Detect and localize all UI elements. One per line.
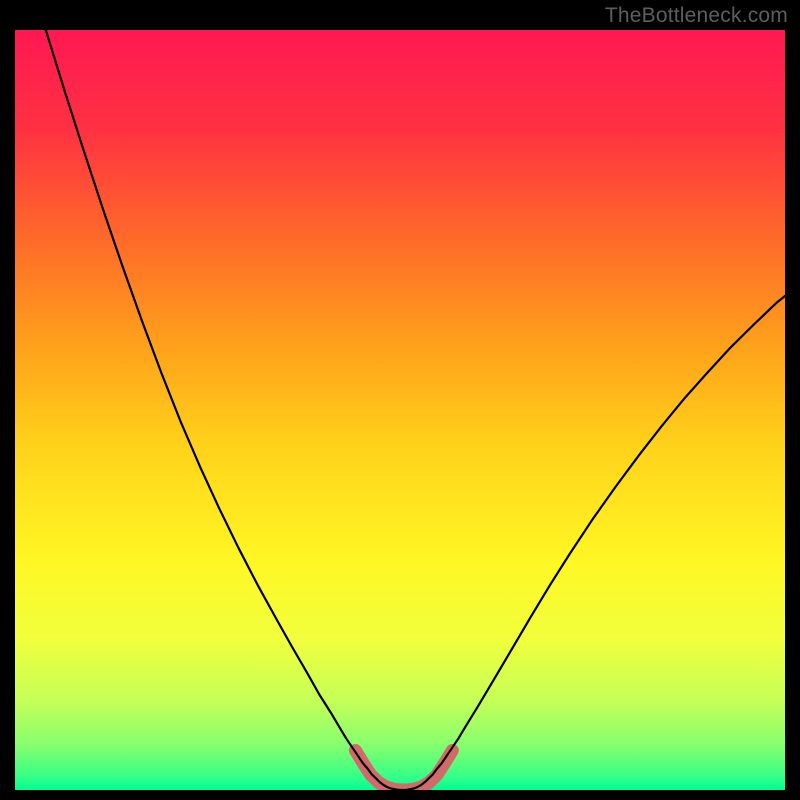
plot-outer-frame [15, 30, 785, 790]
watermark-text: TheBottleneck.com [605, 4, 788, 28]
bottleneck-chart [15, 30, 785, 790]
gradient-background [15, 30, 785, 790]
